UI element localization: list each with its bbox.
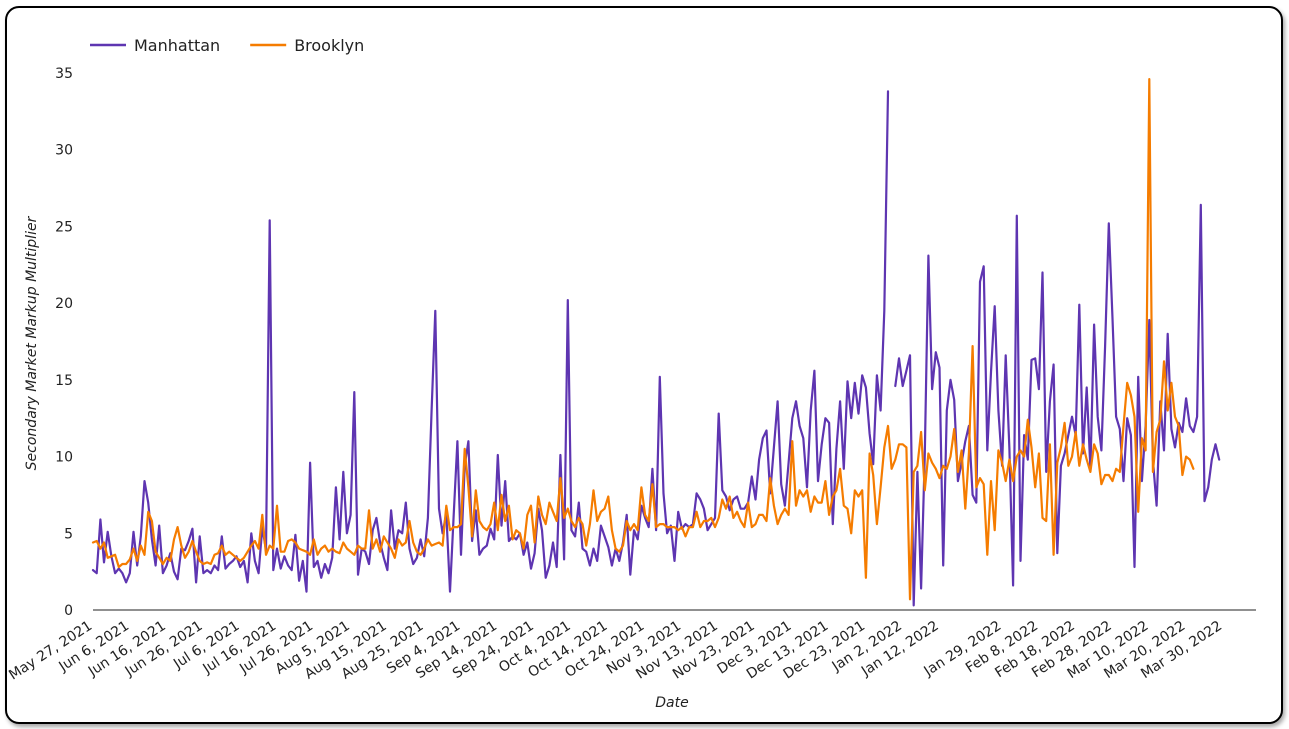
x-axis-title: Date	[655, 695, 688, 711]
y-tick-label: 25	[55, 219, 73, 235]
legend-label-manhattan: Manhattan	[134, 36, 220, 55]
y-axis-title: Secondary Market Markup Multiplier	[24, 215, 40, 470]
series-line-brooklyn	[91, 78, 1195, 601]
legend: Manhattan Brooklyn	[90, 36, 364, 55]
y-tick-label: 20	[55, 296, 73, 312]
y-tick-label: 30	[55, 143, 73, 159]
legend-label-brooklyn: Brooklyn	[294, 36, 364, 55]
y-axis-ticks: 0 5 10 15 20 25 30 35	[55, 66, 73, 619]
series-line-manhattan	[91, 90, 1221, 607]
y-tick-label: 35	[55, 66, 73, 82]
series-layer	[91, 78, 1221, 607]
y-tick-label: 10	[55, 450, 73, 466]
y-tick-label: 15	[55, 373, 73, 389]
y-tick-label: 5	[64, 526, 73, 542]
chart-frame	[5, 6, 1283, 724]
y-tick-label: 0	[64, 603, 73, 619]
